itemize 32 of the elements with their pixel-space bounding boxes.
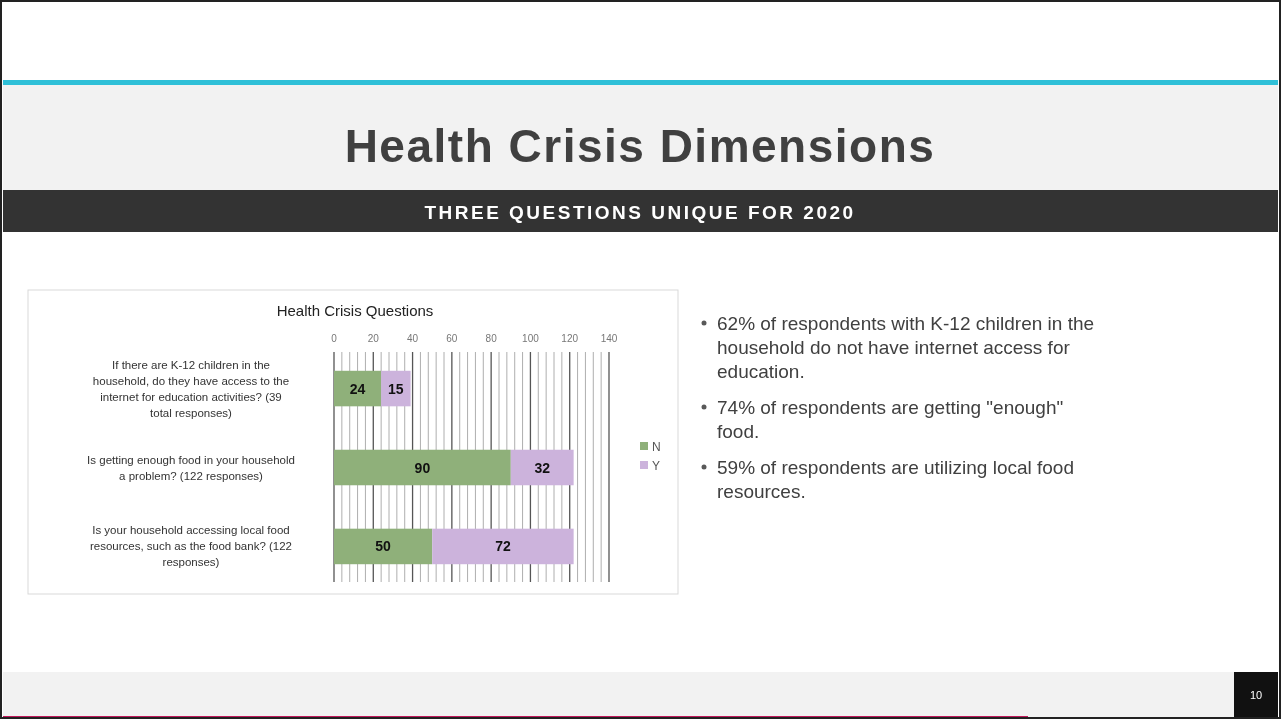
x-tick-label: 120 — [561, 333, 579, 344]
bar — [334, 449, 511, 486]
text: 59% of respondents are utilizing local food resources. — [717, 457, 1075, 502]
bar — [334, 528, 433, 565]
x-tick-label: 40 — [407, 333, 419, 344]
data-label: 32 — [534, 459, 551, 476]
text: 10 — [1249, 689, 1263, 701]
y-tick-label: Is getting enough food in your household a problem? (122 responses) — [87, 453, 295, 482]
data-label: 15 — [388, 380, 404, 397]
y-tick-label: If there are K-12 children in the household, do they have access to the internet for education activities? (39 total responses) — [92, 358, 290, 419]
bar — [510, 449, 574, 486]
chart-subtitle: Health Crisis Dimensions — [344, 120, 936, 172]
x-tick-label: 20 — [367, 333, 380, 344]
bar — [334, 370, 382, 407]
bar — [432, 528, 574, 565]
data-label: 24 — [349, 380, 366, 397]
x-tick-label: 0 — [331, 333, 338, 344]
text: 74% of respondents are getting "enough" food. — [717, 397, 1064, 442]
text: 62% of respondents with K-12 children in the household do not have internet access for education. — [717, 313, 1095, 382]
x-tick-label: 80 — [485, 333, 498, 344]
x-tick-label: 100 — [522, 333, 540, 344]
y-tick-label: Is your household accessing local food resources, such as the food bank? (122 responses) — [89, 524, 293, 569]
data-label: 72 — [495, 538, 511, 555]
bar — [381, 370, 411, 407]
x-tick-label: 60 — [446, 333, 458, 344]
text: THREE QUESTIONS UNIQUE FOR 2020 — [424, 202, 856, 223]
data-label: 50 — [375, 538, 392, 555]
legend-label: Y — [652, 459, 661, 473]
x-tick-label: 140 — [600, 333, 618, 344]
data-label: 90 — [414, 459, 431, 476]
chart-title: Health Crisis Questions — [276, 302, 434, 319]
legend-label: N — [652, 440, 661, 454]
